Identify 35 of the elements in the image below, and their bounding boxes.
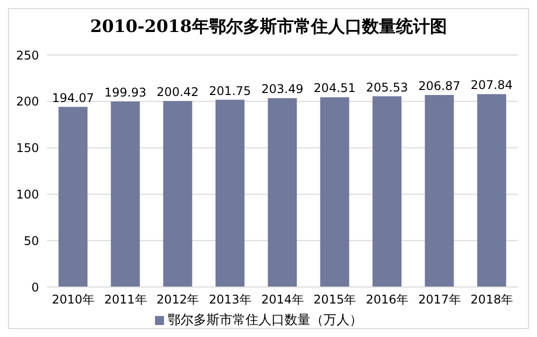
x-tick-label: 2013年 bbox=[208, 292, 252, 307]
bar bbox=[110, 101, 140, 287]
data-label: 201.75 bbox=[209, 84, 252, 98]
x-tick-label: 2010年 bbox=[52, 292, 94, 307]
x-tick-label: 2014年 bbox=[261, 292, 304, 307]
bar bbox=[163, 101, 192, 287]
y-tick-label: 200 bbox=[16, 94, 39, 109]
data-label: 194.07 bbox=[52, 90, 94, 105]
data-label: 204.51 bbox=[314, 81, 356, 96]
y-tick-label: 50 bbox=[24, 234, 39, 248]
x-tick-label: 2012年 bbox=[156, 292, 200, 307]
data-label: 203.49 bbox=[261, 82, 304, 96]
data-label: 205.53 bbox=[366, 80, 408, 94]
x-tick-label: 2011年 bbox=[104, 292, 147, 307]
data-label: 206.87 bbox=[418, 79, 460, 94]
y-tick-label: 250 bbox=[16, 48, 39, 62]
x-tick-label: 2016年 bbox=[366, 292, 408, 307]
y-tick-label: 150 bbox=[16, 141, 39, 156]
x-tick-label: 2015年 bbox=[314, 292, 356, 307]
bar bbox=[216, 100, 245, 287]
legend-label: 鄂尔多斯市常住人口数量（万人） bbox=[168, 313, 362, 328]
data-label: 199.93 bbox=[104, 85, 146, 100]
bar bbox=[268, 98, 297, 287]
y-tick-label: 0 bbox=[31, 280, 39, 294]
bar bbox=[372, 96, 402, 287]
x-tick-label: 2018年 bbox=[470, 292, 514, 307]
x-tick-label: 2017年 bbox=[418, 292, 461, 307]
data-label: 200.42 bbox=[156, 85, 199, 100]
bar bbox=[424, 95, 454, 287]
bar bbox=[58, 106, 88, 287]
bar bbox=[320, 97, 350, 287]
bar bbox=[477, 94, 506, 287]
data-label: 207.84 bbox=[470, 78, 513, 92]
y-tick-label: 100 bbox=[16, 187, 39, 202]
chart-title: 2010-2018年鄂尔多斯市常住人口数量统计图 bbox=[89, 16, 448, 39]
